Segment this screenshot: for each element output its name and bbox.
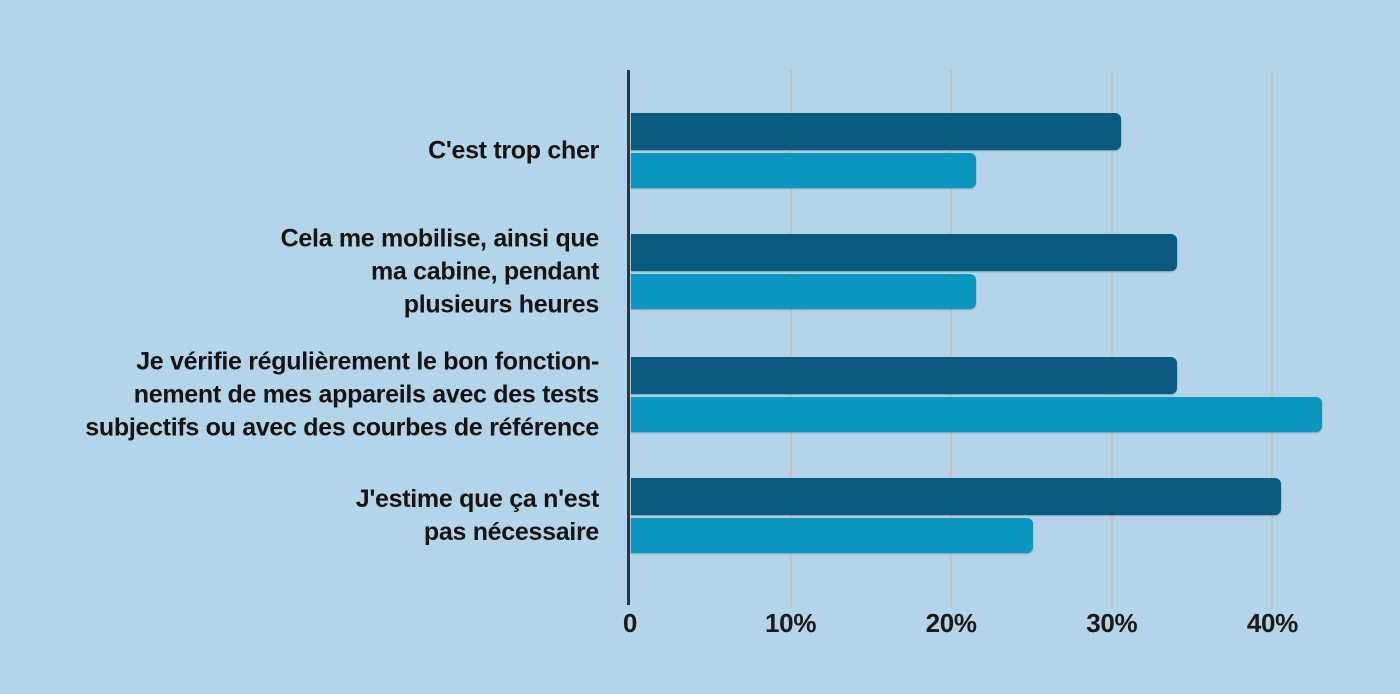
bar-dark-row3: [631, 478, 1282, 515]
x-tick-label-10: 10%: [765, 608, 817, 638]
x-tick-label-20: 20%: [925, 608, 977, 638]
x-tick-label-30: 30%: [1086, 608, 1138, 638]
y-axis-line: [627, 70, 630, 605]
gridline-10: [789, 70, 792, 607]
category-label-row1: Cela me mobilise, ainsi que ma cabine, p…: [280, 224, 600, 318]
bar-light-row2: [631, 397, 1322, 432]
gridline-30: [1110, 70, 1113, 607]
category-label-row2: Je vérifie régulièrement le bon fonction…: [85, 347, 599, 441]
bar-dark-row2: [631, 357, 1178, 394]
bar-light-row1: [631, 274, 977, 309]
bar-dark-row1: [631, 234, 1178, 271]
bar-dark-row0: [631, 113, 1121, 150]
bar-light-row3: [631, 518, 1033, 553]
gridline-40: [1271, 70, 1274, 607]
bar-light-row0: [631, 153, 977, 188]
category-label-row0: C'est trop cher: [428, 136, 599, 164]
x-tick-label-0: 0: [622, 608, 638, 638]
category-label-row3: J'estime que ça n'est pas nécessaire: [355, 484, 600, 546]
x-tick-label-40: 40%: [1246, 608, 1298, 638]
gridline-20: [950, 70, 953, 607]
